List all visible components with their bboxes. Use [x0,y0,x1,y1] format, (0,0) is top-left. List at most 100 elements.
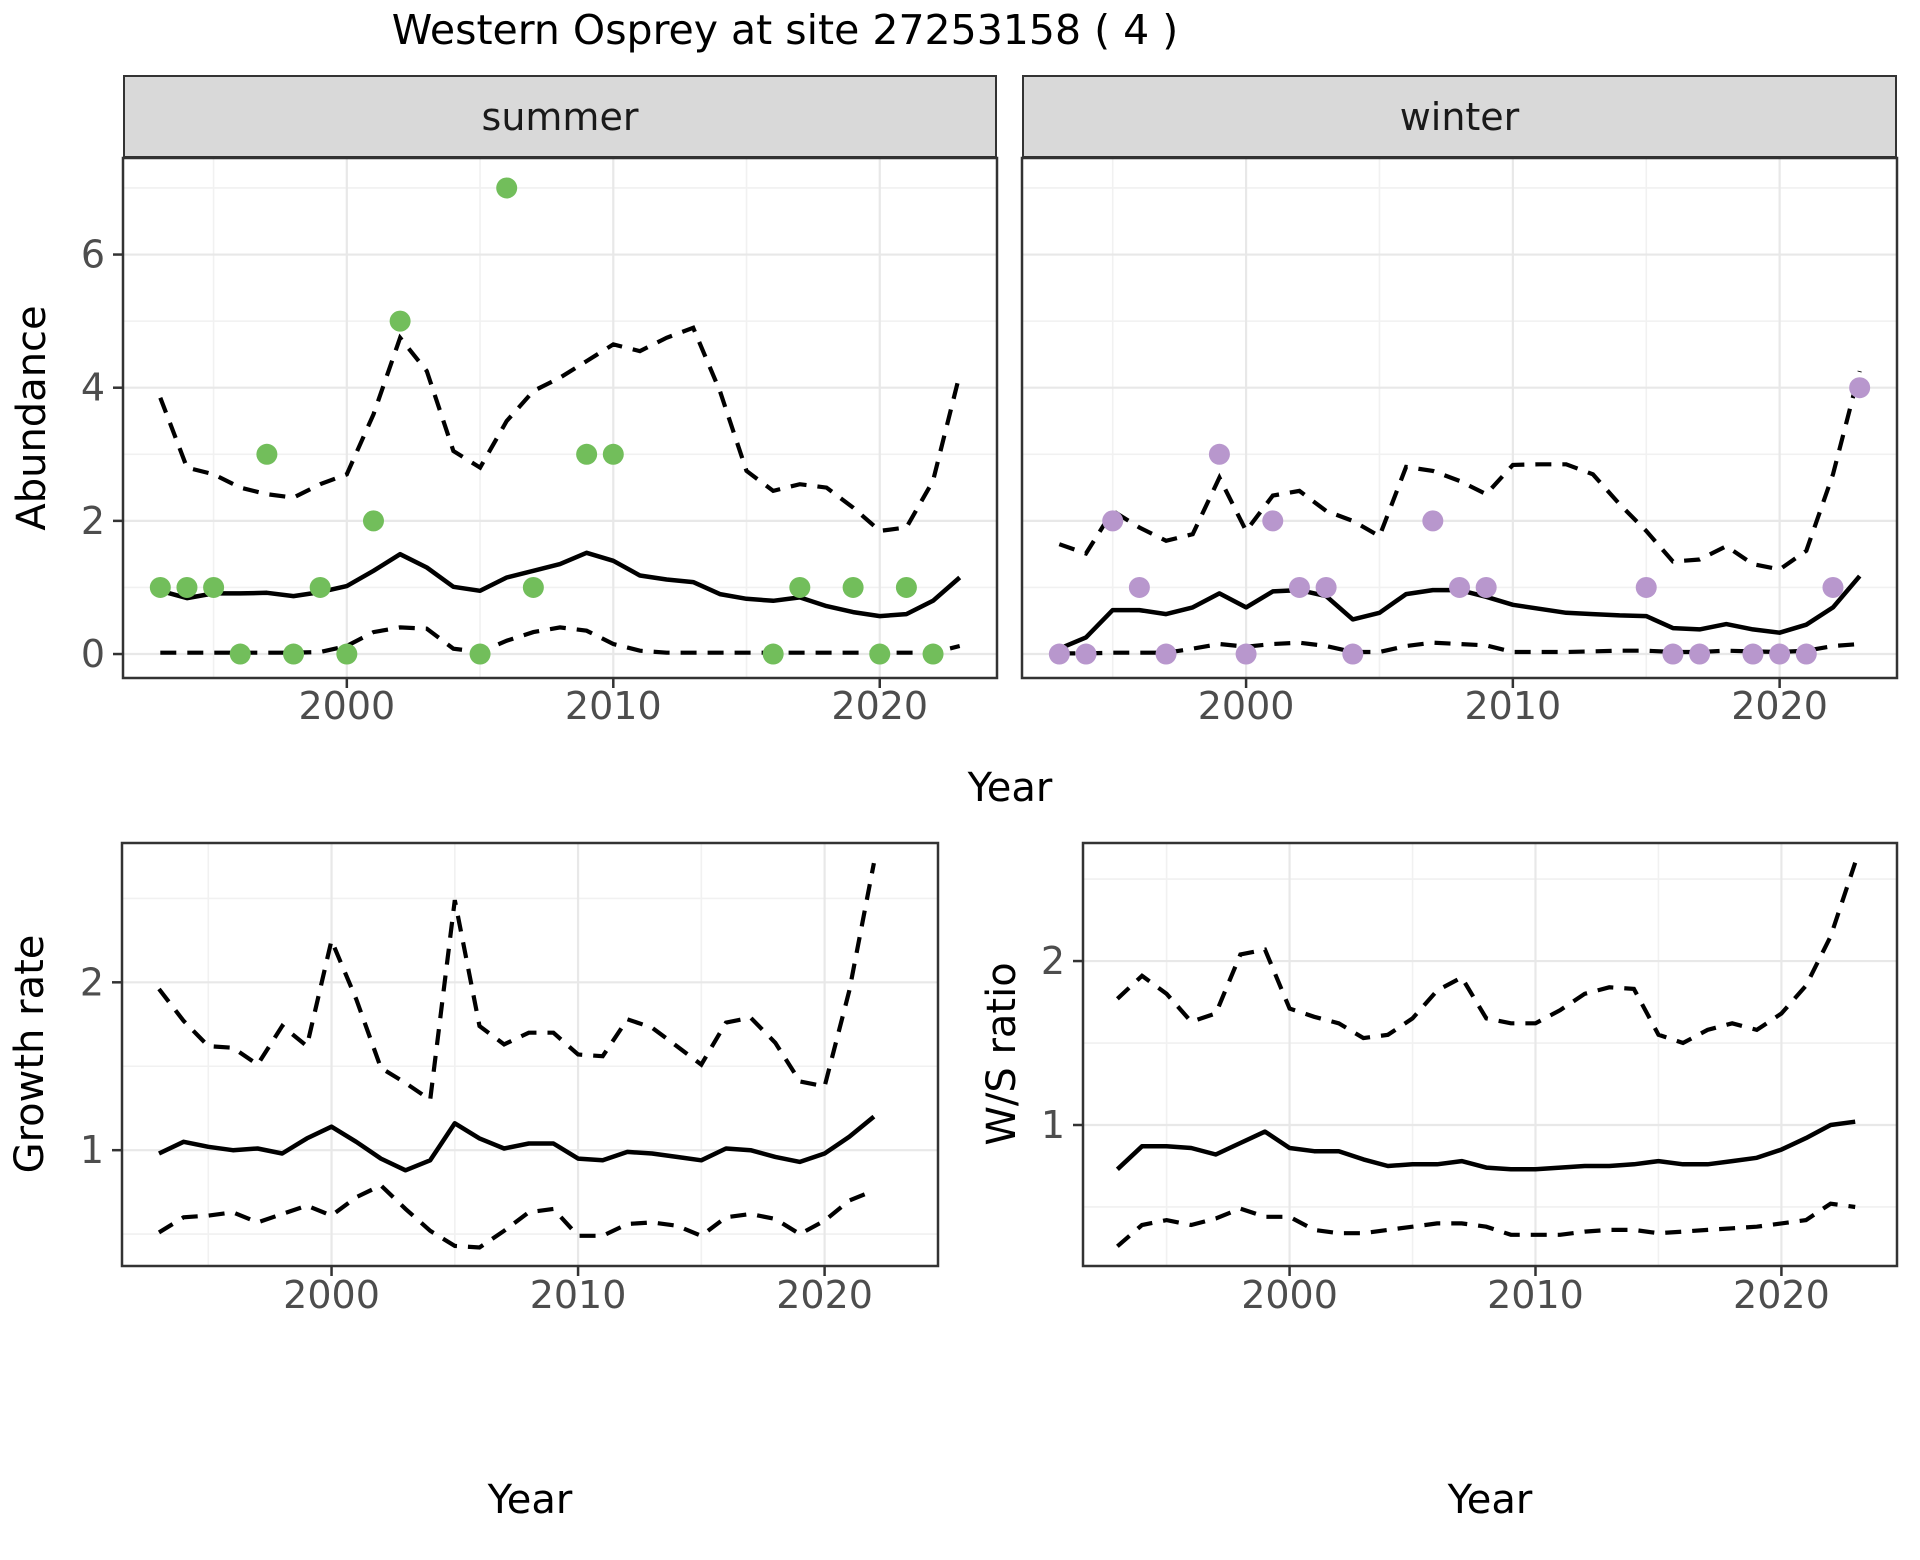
abundance_winter-observation-point [1795,643,1817,665]
abundance_summer-median-line [159,550,962,619]
abundance_summer-observation-point [576,443,598,465]
abundance_summer-observation-point [895,576,917,598]
x-tick-label: 2000 [283,1273,380,1317]
y-tick-label: 0 [81,632,105,676]
abundance_summer-observation-point [469,643,491,665]
facet-strip-winter: winter [1022,75,1897,158]
x-axis-title-year-top: Year [967,765,1053,811]
abundance_winter-observation-point [1342,643,1364,665]
abundance_summer-observation-point [762,643,784,665]
abundance_summer-observation-point [496,177,518,199]
abundance_winter-observation-point [1662,643,1684,665]
abundance_winter-observation-point [1689,643,1711,665]
panel-data-layer [157,862,876,1250]
ws_ratio-median-line [1115,1119,1856,1172]
panel-background [123,158,997,678]
panel-data-layer [1115,862,1858,1248]
y-tick-label: 4 [81,366,105,410]
growth_rate-median-line [158,1114,876,1173]
growth_rate-lower-ci-line [157,1182,875,1250]
panel-background [1083,843,1897,1266]
abundance_winter-observation-point [1449,576,1470,598]
abundance_summer-observation-point [256,443,278,465]
y-tick-label: 1 [1041,1103,1065,1147]
facet-strip-summer: summer [123,75,997,158]
y-tick-label: 2 [1041,939,1065,983]
abundance_summer-observation-point [522,576,544,598]
panel-border [120,841,940,1268]
abundance_winter-observation-point [1315,576,1337,598]
panel-growth_rate: 2000 2010 2020 1 2 [80,841,940,1317]
y-tick-label: 2 [80,960,104,1004]
abundance_summer-observation-point [309,576,331,598]
x-tick-label: 2010 [530,1273,627,1317]
abundance_winter-observation-point [1288,576,1310,598]
panel-data-layer [149,177,962,665]
y-tick-label: 2 [81,499,105,543]
x-tick-label: 2020 [776,1273,873,1317]
abundance_winter-observation-point [1822,576,1844,598]
abundance_summer-observation-point [389,310,411,332]
panel-background [122,843,938,1266]
abundance_winter-observation-point [1422,510,1444,532]
abundance_winter-observation-point [1235,643,1257,665]
abundance_winter-observation-point [1769,643,1791,665]
x-tick-label: 2010 [1487,1273,1584,1317]
x-tick-label: 2020 [1731,684,1828,728]
abundance_winter-observation-point [1262,510,1284,532]
x-tick-label: 2010 [1464,684,1561,728]
abundance_summer-observation-point [203,576,225,598]
abundance_summer-observation-point [283,643,305,665]
y-axis-title-growth-rate: Growth rate [7,934,53,1174]
panel-data-layer [1048,370,1871,665]
abundance_winter-upper-ci-line [1058,370,1862,572]
panel-border [1081,841,1899,1268]
y-axis-title-abundance: Abundance [9,305,55,531]
abundance_winter-observation-point [1849,377,1871,399]
x-tick-label: 2020 [1733,1273,1830,1317]
facet-strip-winter-label: winter [1399,94,1520,139]
y-tick-label: 1 [80,1128,104,1172]
y-axis-title-ws-ratio: W/S ratio [979,962,1025,1146]
abundance_winter-observation-point [1128,576,1150,598]
abundance_summer-observation-point [149,576,171,598]
x-tick-label: 2020 [831,684,928,728]
panel-abundance_summer: 2000 2010 2020 0 2 4 6 [81,156,999,728]
abundance_summer-observation-point [336,643,358,665]
panel-ws_ratio: 2000 2010 2020 1 2 [1041,841,1899,1317]
abundance_winter-observation-point [1742,643,1764,665]
x-tick-label: 2000 [298,684,395,728]
x-tick-label: 2000 [1198,684,1295,728]
x-tick-label: 2000 [1241,1273,1338,1317]
abundance_winter-observation-point [1475,576,1497,598]
chart-title: Western Osprey at site 27253158 ( 4 ) [391,6,1179,54]
abundance_winter-observation-point [1155,643,1177,665]
abundance_summer-observation-point [602,443,624,465]
y-tick-label: 6 [81,233,105,277]
facet-strip-summer-label: summer [481,94,639,139]
growth_rate-upper-ci-line [157,862,876,1104]
x-axis-title-year-ws: Year [1447,1477,1533,1523]
abundance_winter-observation-point [1208,443,1230,465]
x-tick-label: 2010 [565,684,662,728]
abundance_winter-observation-point [1075,643,1097,665]
panel-background [1022,158,1897,678]
abundance_summer-observation-point [842,576,864,598]
abundance_summer-lower-ci-line [160,625,961,655]
abundance_summer-observation-point [176,576,198,598]
abundance_summer-upper-ci-line [158,325,962,534]
abundance_summer-observation-point [922,643,944,665]
abundance_winter-observation-point [1048,643,1070,665]
panel-abundance_winter: 2000 2010 2020 [1020,156,1899,728]
abundance_summer-observation-point [362,510,384,532]
ws_ratio-upper-ci-line [1115,862,1858,1046]
x-axis-title-year-growth: Year [487,1477,573,1523]
panel-border [1020,156,1899,680]
abundance_winter-observation-point [1102,510,1124,532]
panel-border [121,156,999,680]
abundance_winter-observation-point [1635,576,1657,598]
abundance_summer-observation-point [789,576,811,598]
abundance_summer-observation-point [229,643,251,665]
